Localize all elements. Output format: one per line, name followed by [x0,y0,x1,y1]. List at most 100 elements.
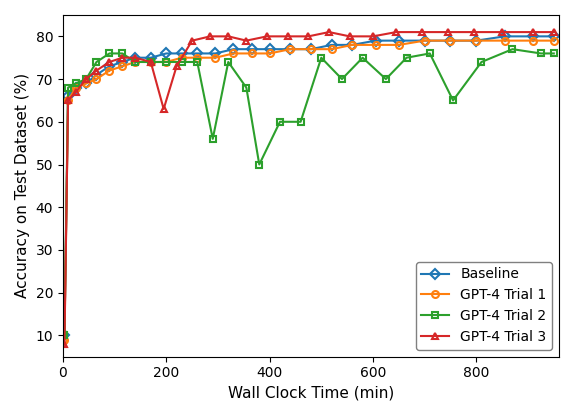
GPT-4 Trial 3 [72,89,79,94]
GPT-4 Trial 3 [93,68,100,73]
GPT-4 Trial 3 [148,59,154,64]
GPT-4 Trial 2 [449,98,456,103]
GPT-4 Trial 3 [305,34,312,39]
GPT-4 Trial 2 [509,47,516,52]
GPT-4 Trial 1 [230,51,237,56]
GPT-4 Trial 2 [256,162,263,167]
GPT-4 Trial 2 [243,85,250,90]
GPT-4 Trial 2 [61,333,68,338]
Baseline [212,51,219,56]
Baseline [328,42,335,47]
GPT-4 Trial 1 [163,59,170,64]
Baseline [194,51,201,56]
GPT-4 Trial 3 [160,106,167,111]
GPT-4 Trial 1 [179,55,185,60]
GPT-4 Trial 2 [403,55,410,60]
Line: GPT-4 Trial 3: GPT-4 Trial 3 [60,29,557,347]
Baseline [287,47,294,52]
GPT-4 Trial 2 [119,51,126,56]
Baseline [179,51,185,56]
GPT-4 Trial 2 [72,81,79,86]
GPT-4 Trial 3 [418,30,425,35]
Baseline [473,38,480,43]
GPT-4 Trial 1 [266,51,273,56]
GPT-4 Trial 1 [106,68,113,73]
GPT-4 Trial 2 [382,77,389,82]
GPT-4 Trial 1 [60,337,67,342]
GPT-4 Trial 3 [207,34,214,39]
GPT-4 Trial 2 [179,59,185,64]
GPT-4 Trial 1 [372,42,379,47]
GPT-4 Trial 3 [173,64,180,69]
GPT-4 Trial 2 [163,59,170,64]
GPT-4 Trial 3 [189,38,196,43]
GPT-4 Trial 3 [225,34,232,39]
Baseline [106,64,113,69]
Baseline [61,333,68,338]
Baseline [421,38,428,43]
GPT-4 Trial 3 [530,30,537,35]
GPT-4 Trial 2 [339,77,346,82]
Baseline [72,85,79,90]
GPT-4 Trial 1 [93,77,100,82]
GPT-4 Trial 3 [243,38,250,43]
GPT-4 Trial 1 [308,47,315,52]
GPT-4 Trial 2 [225,59,232,64]
Line: GPT-4 Trial 2: GPT-4 Trial 2 [60,46,557,339]
GPT-4 Trial 2 [93,59,100,64]
Baseline [308,47,315,52]
GPT-4 Trial 1 [395,42,402,47]
GPT-4 Trial 3 [61,342,68,347]
Baseline [501,34,508,39]
GPT-4 Trial 1 [328,47,335,52]
GPT-4 Trial 1 [119,64,126,69]
Baseline [372,38,379,43]
GPT-4 Trial 1 [550,38,557,43]
GPT-4 Trial 2 [132,59,139,64]
Baseline [60,333,67,338]
GPT-4 Trial 3 [132,55,139,60]
GPT-4 Trial 3 [263,34,270,39]
Baseline [148,55,154,60]
GPT-4 Trial 2 [106,51,113,56]
Baseline [530,34,537,39]
GPT-4 Trial 1 [349,42,356,47]
Line: Baseline: Baseline [60,33,557,339]
Y-axis label: Accuracy on Test Dataset (%): Accuracy on Test Dataset (%) [15,73,30,298]
Baseline [119,59,126,64]
GPT-4 Trial 1 [501,38,508,43]
GPT-4 Trial 2 [297,119,304,124]
Baseline [395,38,402,43]
GPT-4 Trial 1 [473,38,480,43]
GPT-4 Trial 3 [106,59,113,64]
GPT-4 Trial 2 [550,51,557,56]
GPT-4 Trial 2 [426,51,433,56]
GPT-4 Trial 3 [470,30,477,35]
GPT-4 Trial 1 [61,337,68,342]
GPT-4 Trial 1 [421,38,428,43]
GPT-4 Trial 1 [530,38,537,43]
X-axis label: Wall Clock Time (min): Wall Clock Time (min) [228,386,394,401]
GPT-4 Trial 3 [550,30,557,35]
GPT-4 Trial 3 [83,77,90,82]
GPT-4 Trial 1 [212,55,219,60]
Baseline [93,72,100,77]
GPT-4 Trial 1 [287,47,294,52]
GPT-4 Trial 1 [72,85,79,90]
GPT-4 Trial 3 [65,98,72,103]
GPT-4 Trial 1 [194,55,201,60]
GPT-4 Trial 3 [370,34,377,39]
Baseline [132,55,139,60]
GPT-4 Trial 1 [132,59,139,64]
GPT-4 Trial 3 [346,34,353,39]
Baseline [83,81,90,86]
Baseline [163,51,170,56]
GPT-4 Trial 3 [499,30,506,35]
GPT-4 Trial 2 [359,55,366,60]
GPT-4 Trial 1 [65,98,72,103]
GPT-4 Trial 1 [148,59,154,64]
Baseline [248,47,255,52]
GPT-4 Trial 2 [148,59,154,64]
Baseline [447,38,454,43]
GPT-4 Trial 1 [447,38,454,43]
